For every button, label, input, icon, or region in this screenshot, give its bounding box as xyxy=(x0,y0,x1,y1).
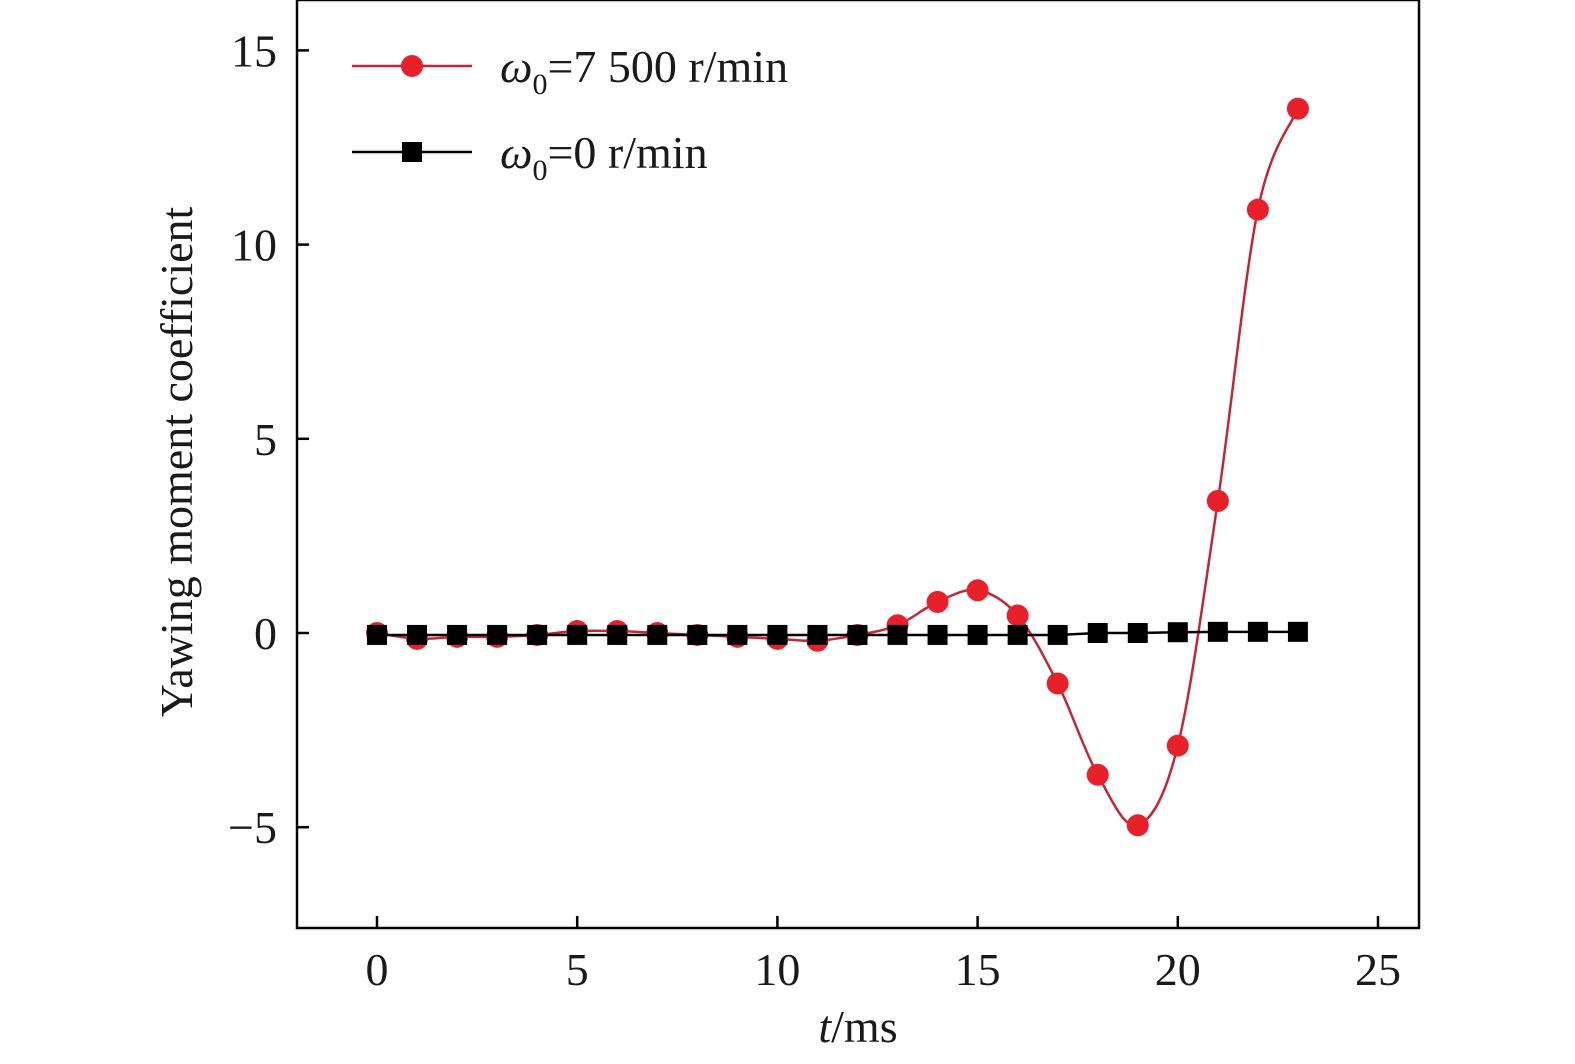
legend-subscript: 0 xyxy=(532,68,547,101)
data-point-circle xyxy=(1086,763,1109,786)
data-point-square xyxy=(887,624,908,645)
data-point-square xyxy=(567,624,588,645)
data-point-square xyxy=(807,624,828,645)
plot-frame xyxy=(295,0,1421,930)
legend-symbol: ω xyxy=(500,127,532,178)
data-point-square xyxy=(1007,624,1028,645)
legend-marker-circle xyxy=(401,55,423,77)
data-point-square xyxy=(767,624,788,645)
legend-rest: =7 500 r/min xyxy=(547,41,788,92)
series-omega-0 xyxy=(367,621,1308,645)
y-tick-label: 15 xyxy=(231,25,277,76)
x-tick-label: 5 xyxy=(566,944,589,995)
data-point-circle xyxy=(1166,734,1189,757)
data-point-circle xyxy=(1206,489,1229,512)
data-point-square xyxy=(1287,621,1308,642)
x-tick-label: 20 xyxy=(1155,944,1201,995)
y-tick-label: 5 xyxy=(254,414,277,465)
data-point-circle xyxy=(1286,97,1309,120)
data-point-square xyxy=(687,624,708,645)
series-layer xyxy=(366,97,1309,837)
y-axis-title: Yawing moment coefficient xyxy=(151,206,202,717)
data-point-square xyxy=(1247,621,1268,642)
data-point-square xyxy=(1127,623,1148,643)
legend-marker-square xyxy=(402,142,422,162)
legend-label: ω0=7 500 r/min xyxy=(500,41,788,101)
data-point-square xyxy=(527,624,548,645)
data-point-circle xyxy=(926,590,949,613)
data-point-square xyxy=(967,624,988,645)
series-line xyxy=(376,108,1300,827)
x-tick-label: 10 xyxy=(754,944,800,995)
x-axis-ticks: 0 5 10 15 20 25 xyxy=(366,916,1401,995)
data-point-square xyxy=(927,624,948,645)
data-point-square xyxy=(847,624,868,645)
legend-label: ω0=0 r/min xyxy=(500,127,708,187)
legend-symbol: ω xyxy=(500,41,532,92)
series-omega-7500 xyxy=(366,97,1309,837)
y-tick-label: 10 xyxy=(231,220,277,271)
data-point-square xyxy=(607,624,628,645)
data-point-square xyxy=(1087,623,1108,643)
data-point-circle xyxy=(1046,672,1069,695)
data-point-circle xyxy=(966,579,989,602)
x-tick-label: 0 xyxy=(366,944,389,995)
y-tick-label: −5 xyxy=(228,802,277,853)
data-point-square xyxy=(1047,624,1068,645)
data-point-square xyxy=(1167,622,1188,643)
data-point-square xyxy=(1207,621,1228,642)
data-point-square xyxy=(447,624,468,645)
data-point-square xyxy=(647,624,668,645)
x-axis-title: t/ms xyxy=(818,1001,897,1052)
data-point-square xyxy=(727,624,748,645)
data-point-circle xyxy=(1006,604,1029,627)
data-point-square xyxy=(407,624,428,645)
y-axis-ticks: −5 0 5 10 15 xyxy=(228,25,309,853)
x-tick-label: 25 xyxy=(1355,944,1401,995)
x-tick-label: 15 xyxy=(955,944,1001,995)
data-point-circle xyxy=(1246,198,1269,221)
legend-rest: =0 r/min xyxy=(547,127,707,178)
legend-subscript: 0 xyxy=(532,154,547,187)
x-axis-title-unit: /ms xyxy=(831,1001,897,1052)
data-point-square xyxy=(487,624,508,645)
series-line xyxy=(377,630,1298,637)
data-point-square xyxy=(367,624,387,645)
data-point-circle xyxy=(1126,814,1149,837)
y-tick-label: 0 xyxy=(254,608,277,659)
x-axis-title-var: t xyxy=(818,1001,832,1052)
